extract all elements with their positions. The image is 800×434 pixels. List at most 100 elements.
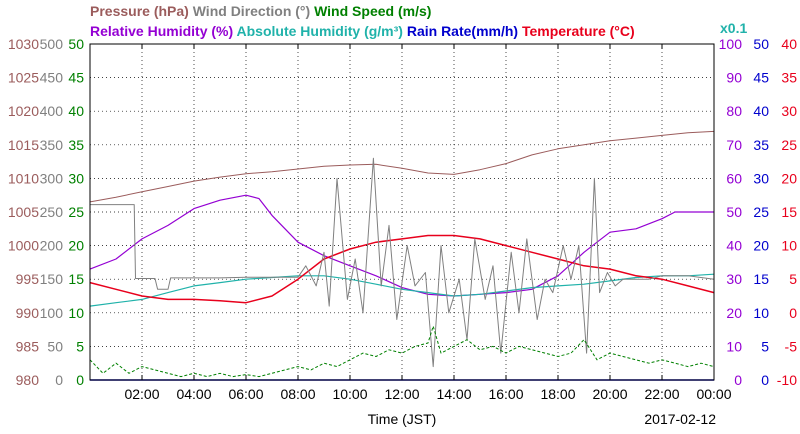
y-tick-label-temperature: 0 [789,305,797,321]
y-tick-label-wind-speed: 10 [68,305,84,321]
y-tick-label-wind-speed: 25 [68,204,84,220]
y-tick-label-pressure: 1015 [8,137,39,153]
y-tick-label-rain-rate: 10 [753,305,769,321]
y-tick-label-rain-rate: 40 [753,103,769,119]
y-tick-label-humidity: 100 [719,36,743,52]
legend-item-wind-speed: Wind Speed (m/s) [310,3,431,19]
series-lines [89,130,715,381]
y-tick-label-wind-speed: 45 [68,70,84,86]
legend-item-abs-humidity: Absolute Humidity (g/m³) [233,23,403,39]
y-tick-label-temperature: 5 [789,271,797,287]
legend-item-humidity: Relative Humidity (%) [90,23,233,39]
y-tick-label-pressure: 995 [16,271,40,287]
y-tick-label-temperature: -5 [785,338,798,354]
y-tick-label-wind-direction: 500 [40,36,64,52]
y-tick-label-humidity: 50 [726,204,742,220]
y-tick-label-temperature: 25 [781,137,797,153]
legend-item-pressure: Pressure (hPa) [90,3,189,19]
y-tick-label-pressure: 985 [16,338,40,354]
legend-item-wind-direction: Wind Direction (°) [189,3,310,19]
y-tick-label-rain-rate: 25 [753,204,769,220]
y-tick-label-temperature: 15 [781,204,797,220]
y-tick-label-wind-direction: 100 [40,305,64,321]
grid-lines [90,44,714,380]
date-label: 2017-02-12 [644,411,716,427]
y-tick-label-pressure: 1000 [8,238,39,254]
y-tick-label-wind-direction: 350 [40,137,64,153]
y-tick-label-temperature: 35 [781,70,797,86]
y-tick-label-wind-speed: 0 [76,372,84,388]
series-line-abs-humidity [89,273,715,307]
y-tick-label-wind-direction: 200 [40,238,64,254]
legend-item-temperature: Temperature (°C) [518,23,635,39]
y-tick-label-rain-rate: 20 [753,238,769,254]
y-tick-label-humidity: 70 [726,137,742,153]
y-tick-label-wind-speed: 5 [76,338,84,354]
x-axis-label: Time (JST) [368,411,437,427]
y-tick-label-humidity: 10 [726,338,742,354]
y-tick-label-temperature: 20 [781,170,797,186]
x-tick-label: 00:00 [696,386,731,402]
y-tick-label-humidity: 80 [726,103,742,119]
y-tick-label-wind-direction: 50 [47,338,63,354]
x-tick-label: 10:00 [332,386,367,402]
y-axis-ticks: 9809859909951000100510101015102010251030… [8,36,797,388]
legend-row: Relative Humidity (%) Absolute Humidity … [90,23,635,39]
y-tick-label-humidity: 20 [726,305,742,321]
x-tick-label: 22:00 [644,386,679,402]
x-tick-label: 12:00 [384,386,419,402]
x-tick-label: 20:00 [592,386,627,402]
abs-humidity-scale-note: x0.1 [720,20,747,36]
y-tick-label-wind-speed: 15 [68,271,84,287]
y-tick-label-rain-rate: 35 [753,137,769,153]
y-tick-label-temperature: 10 [781,238,797,254]
x-tick-label: 02:00 [124,386,159,402]
x-axis-ticks: 02:00 04:00 06:00 08:00 10:00 12:00 14:00 16:00… [124,44,732,402]
y-tick-label-wind-direction: 150 [40,271,64,287]
y-tick-label-wind-direction: 450 [40,70,64,86]
y-tick-label-humidity: 0 [734,372,742,388]
y-tick-label-rain-rate: 45 [753,70,769,86]
y-tick-label-rain-rate: 0 [761,372,769,388]
y-tick-label-rain-rate: 50 [753,36,769,52]
y-tick-label-wind-speed: 30 [68,170,84,186]
y-tick-label-temperature: -10 [777,372,797,388]
y-tick-label-wind-direction: 250 [40,204,64,220]
legend-item-rain-rate: Rain Rate(mm/h) [403,23,518,39]
y-tick-label-humidity: 40 [726,238,742,254]
x-tick-label: 14:00 [436,386,471,402]
y-tick-label-wind-speed: 35 [68,137,84,153]
y-tick-label-humidity: 60 [726,170,742,186]
y-tick-label-wind-speed: 50 [68,36,84,52]
y-tick-label-pressure: 1005 [8,204,39,220]
legend-row: Pressure (hPa) Wind Direction (°) Wind S… [90,3,431,19]
y-tick-label-rain-rate: 5 [761,338,769,354]
y-tick-label-wind-direction: 400 [40,103,64,119]
x-tick-label: 06:00 [228,386,263,402]
legend: Pressure (hPa) Wind Direction (°) Wind S… [90,3,635,39]
x-tick-label: 04:00 [176,386,211,402]
y-tick-label-humidity: 30 [726,271,742,287]
y-tick-label-pressure: 990 [16,305,40,321]
y-tick-label-wind-speed: 20 [68,238,84,254]
y-tick-label-wind-direction: 300 [40,170,64,186]
y-tick-label-pressure: 1025 [8,70,39,86]
y-tick-label-wind-direction: 0 [55,372,63,388]
y-tick-label-pressure: 980 [16,372,40,388]
x-tick-label: 18:00 [540,386,575,402]
y-tick-label-pressure: 1020 [8,103,39,119]
y-tick-label-wind-speed: 40 [68,103,84,119]
y-tick-label-pressure: 1030 [8,36,39,52]
x-tick-label: 08:00 [280,386,315,402]
y-tick-label-temperature: 30 [781,103,797,119]
y-tick-label-pressure: 1010 [8,170,39,186]
y-tick-label-rain-rate: 15 [753,271,769,287]
series-line-temperature [89,234,715,304]
x-tick-label: 16:00 [488,386,523,402]
y-tick-label-humidity: 90 [726,70,742,86]
y-tick-label-temperature: 40 [781,36,797,52]
y-tick-label-rain-rate: 30 [753,170,769,186]
series-line-wind-speed [89,325,715,378]
series-line-wind-direction [90,157,715,368]
